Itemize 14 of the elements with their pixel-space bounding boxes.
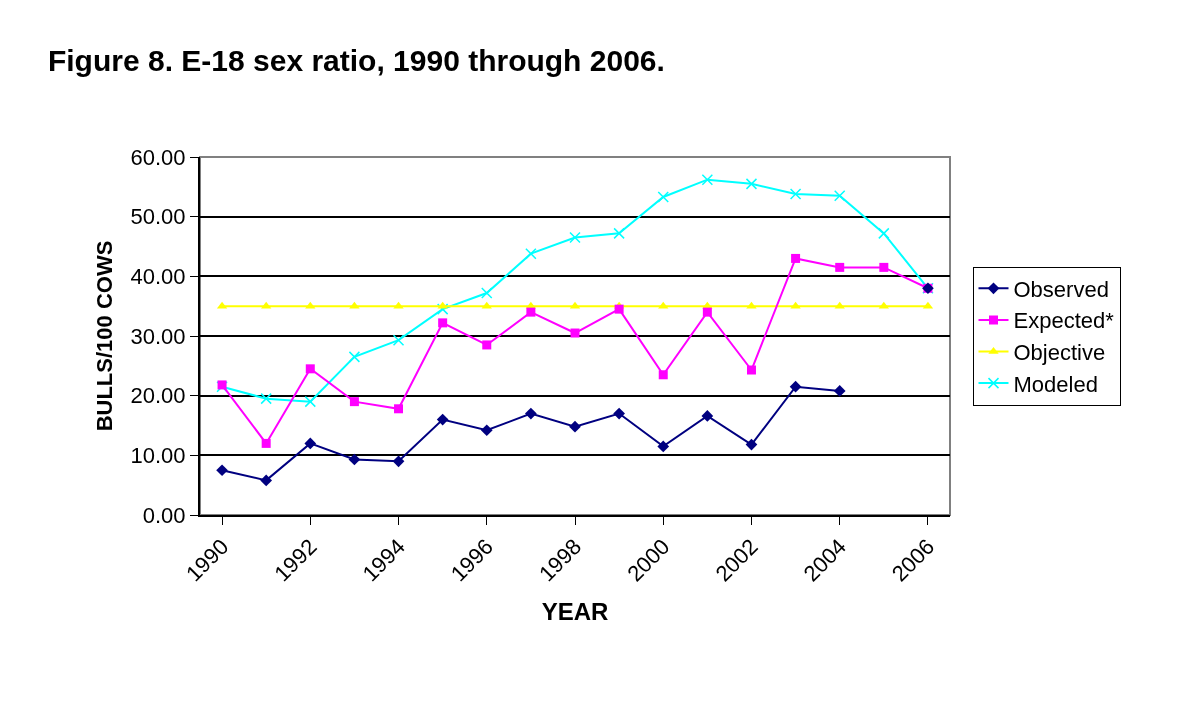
legend-label: Objective <box>1013 340 1106 366</box>
chart-title: Figure 8. E-18 sex ratio, 1990 through 2006. <box>47 43 665 77</box>
legend-label: Modeled <box>1013 371 1098 397</box>
y-tick-label: 50.00 <box>130 204 186 230</box>
legend-label: Expected* <box>1013 308 1115 334</box>
y-tick-label: 40.00 <box>130 264 186 290</box>
legend-label: Observed <box>1013 276 1109 302</box>
y-tick-label: 0.00 <box>142 502 186 528</box>
y-tick-label: 60.00 <box>130 144 186 170</box>
y-tick-label: 10.00 <box>130 443 186 469</box>
y-axis-title: BULLS/100 COWS <box>91 240 117 432</box>
x-axis-title: YEAR <box>541 598 609 626</box>
y-tick-label: 30.00 <box>130 323 186 349</box>
y-tick-label: 20.00 <box>130 383 186 409</box>
